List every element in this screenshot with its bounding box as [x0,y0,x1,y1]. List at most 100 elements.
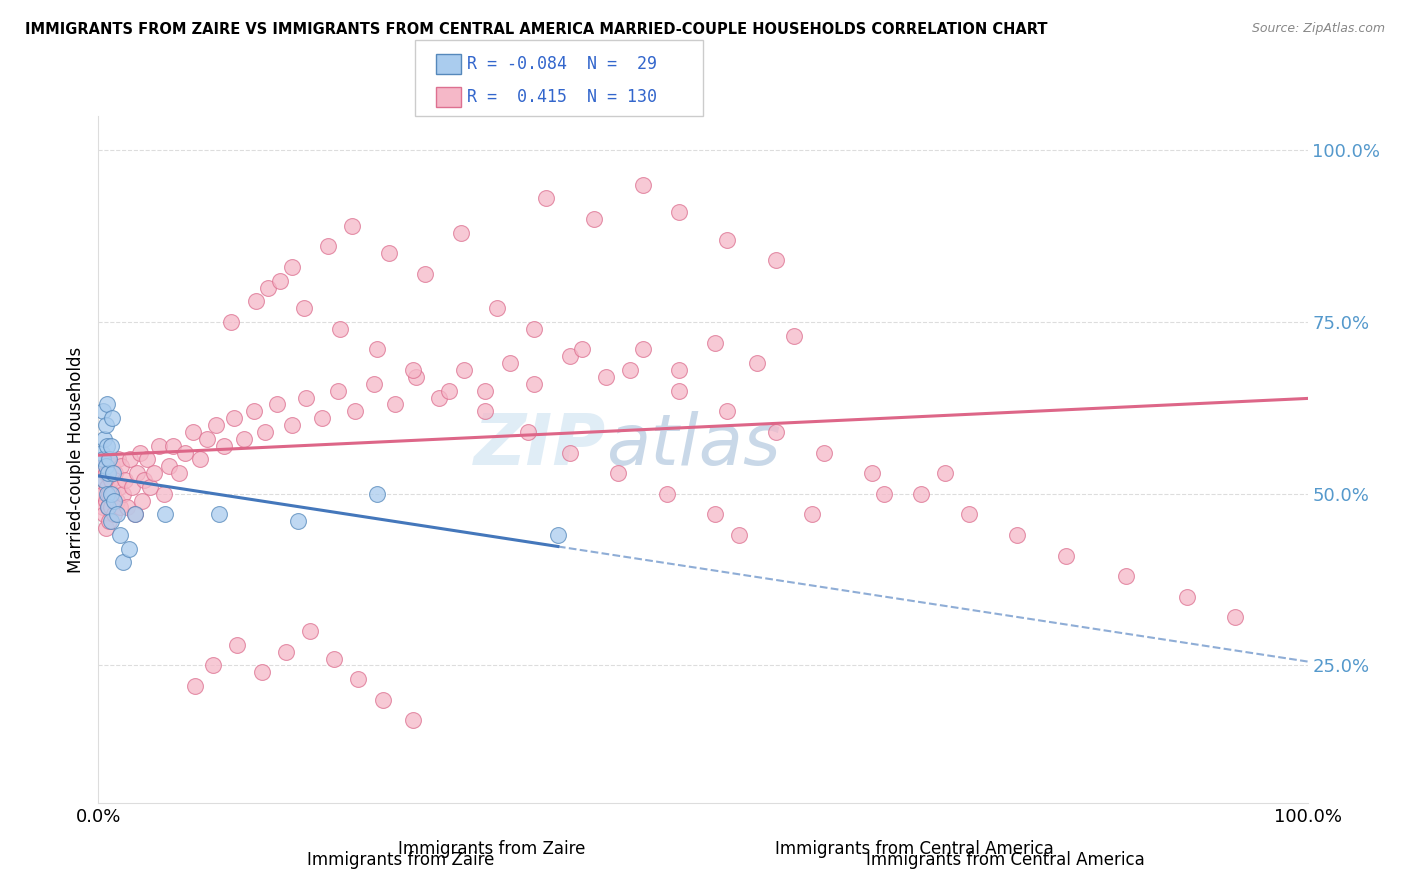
Point [299,624,322,639]
Point [765,253,787,268]
Point [97,500,120,515]
Point [104,466,127,480]
Point [1054,549,1077,563]
Point [704,335,727,350]
Point [139,480,162,494]
Point [101,466,124,480]
Point [523,322,546,336]
Point [631,343,654,357]
Point [429,391,451,405]
Point [118,452,141,467]
Point [558,350,581,364]
Point [96,439,118,453]
Point [728,528,751,542]
Point [143,466,166,480]
Text: IMMIGRANTS FROM ZAIRE VS IMMIGRANTS FROM CENTRAL AMERICA MARRIED-COUPLE HOUSEHOL: IMMIGRANTS FROM ZAIRE VS IMMIGRANTS FROM… [25,22,1047,37]
Point [93,473,115,487]
Point [516,425,538,439]
Point [100,439,122,453]
Point [437,384,460,398]
Point [250,665,273,680]
Point [366,343,388,357]
Point [323,651,346,665]
Point [450,226,472,240]
Point [101,487,124,501]
Point [103,508,125,522]
Point [619,363,641,377]
Point [208,508,231,522]
Point [1115,569,1137,583]
Point [534,191,557,205]
Point [287,514,309,528]
Point [813,445,835,459]
Point [124,508,146,522]
Text: atlas: atlas [606,411,780,480]
Point [100,411,122,425]
Point [111,555,134,570]
Point [162,439,184,453]
Point [174,445,197,459]
Point [595,370,617,384]
Point [131,493,153,508]
Point [474,404,496,418]
Point [181,425,204,439]
Point [93,508,115,522]
Point [127,466,149,480]
Point [266,397,288,411]
Point [148,439,170,453]
Point [316,239,339,253]
Point [873,487,896,501]
Point [347,672,370,686]
Point [547,528,569,542]
Point [98,487,121,501]
Text: Immigrants from Central America: Immigrants from Central America [866,851,1144,869]
Point [765,425,787,439]
Point [108,480,131,494]
Point [402,363,425,377]
Point [111,487,134,501]
Point [243,404,266,418]
Point [105,508,128,522]
Point [413,267,436,281]
Point [295,391,318,405]
Point [93,473,115,487]
Point [453,363,475,377]
Point [91,452,114,467]
Point [188,452,211,467]
Point [100,459,122,474]
Point [405,370,427,384]
Point [782,328,804,343]
Point [107,452,129,467]
Point [94,521,117,535]
Point [94,459,117,474]
Point [474,384,496,398]
Y-axis label: Married-couple Households: Married-couple Households [66,346,84,573]
Point [498,356,520,370]
Text: Immigrants from Zaire: Immigrants from Zaire [398,840,586,858]
Point [98,452,121,467]
Point [94,466,117,480]
Point [135,452,157,467]
Point [98,514,121,528]
Point [226,638,249,652]
Point [800,508,823,522]
Point [281,260,304,274]
Point [747,356,769,370]
Point [366,487,388,501]
Point [91,404,114,418]
Point [523,376,546,391]
Point [105,493,128,508]
Point [152,487,174,501]
Point [93,432,115,446]
Point [124,508,146,522]
Point [1175,590,1198,604]
Point [1007,528,1029,542]
Point [221,315,243,329]
Point [957,508,980,522]
Point [254,425,277,439]
Point [384,397,406,411]
Point [311,411,333,425]
Point [232,432,254,446]
Text: Source: ZipAtlas.com: Source: ZipAtlas.com [1251,22,1385,36]
Point [329,322,352,336]
